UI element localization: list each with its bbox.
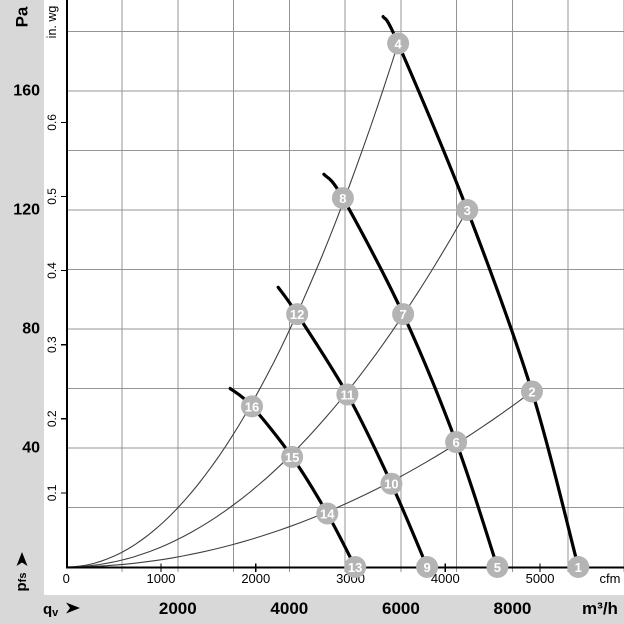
operating-point-number: 15: [285, 450, 299, 465]
pressure-unit-inwg-label: in. wg: [45, 6, 59, 39]
flow-unit-cfm-label: cfm: [600, 571, 621, 586]
inwg-tick-label: 0.4: [45, 262, 59, 279]
inwg-tick-label: 0.1: [45, 484, 59, 501]
operating-point-marker: [445, 431, 468, 454]
inwg-tick-label: 0.2: [45, 410, 59, 427]
operating-point-number: 16: [245, 399, 259, 414]
m3h-tick-label: 8000: [494, 599, 532, 618]
flow-arrow-icon: [66, 602, 80, 614]
cfm-tick-label: 0: [63, 571, 70, 586]
operating-point-marker: [331, 187, 354, 210]
operating-point-number: 14: [320, 506, 335, 521]
operating-point-number: 11: [340, 387, 354, 402]
pa-tick-label: 120: [13, 202, 40, 219]
chart-panel-background: [44, 0, 624, 595]
operating-point-marker: [486, 556, 509, 578]
pa-tick-label: 40: [22, 440, 40, 457]
svg-text:qv: qv: [43, 601, 59, 619]
operating-point-marker: [416, 556, 439, 578]
pressure-unit-pa-label: Pa: [13, 6, 32, 27]
operating-point-marker: [520, 380, 543, 403]
operating-point-number: 1: [575, 560, 582, 575]
operating-point-number: 4: [394, 36, 402, 51]
cfm-tick-label: 4000: [431, 571, 460, 586]
operating-point-marker: [336, 383, 359, 406]
cfm-tick-label: 5000: [526, 571, 555, 586]
operating-point-marker: [240, 395, 263, 418]
operating-point-number: 13: [348, 560, 362, 575]
operating-point-marker: [344, 556, 367, 578]
pa-tick-label: 160: [13, 83, 40, 100]
operating-point-marker: [567, 556, 590, 578]
m3h-tick-label: 4000: [270, 599, 308, 618]
pressure-axis-symbol: pfs: [13, 552, 30, 591]
cfm-tick-label: 1000: [147, 571, 176, 586]
operating-point-number: 12: [290, 307, 304, 322]
operating-point-number: 10: [384, 477, 398, 492]
pressure-arrow-icon: [16, 552, 28, 566]
operating-point-marker: [316, 502, 339, 525]
operating-point-marker: [286, 303, 309, 326]
inwg-tick-label: 0.6: [45, 114, 59, 131]
m3h-tick-label: 6000: [382, 599, 420, 618]
operating-point-number: 2: [528, 384, 535, 399]
operating-point-marker: [281, 445, 304, 468]
inwg-tick-label: 0.3: [45, 336, 59, 353]
operating-point-number: 7: [400, 307, 407, 322]
operating-point-marker: [387, 32, 410, 55]
svg-text:pfs: pfs: [13, 573, 30, 592]
operating-point-number: 3: [464, 203, 471, 218]
m3h-tick-label: 2000: [159, 599, 197, 618]
cfm-tick-label: 2000: [241, 571, 270, 586]
operating-point-marker: [456, 199, 479, 221]
inwg-tick-label: 0.5: [45, 188, 59, 205]
operating-point-number: 9: [423, 560, 430, 575]
operating-point-number: 8: [339, 191, 346, 206]
flow-axis-symbol: qv: [43, 601, 80, 619]
operating-point-marker: [392, 303, 415, 326]
operating-point-marker: [380, 472, 403, 495]
operating-point-number: 6: [453, 435, 460, 450]
flow-unit-m3h-label: m³/h: [582, 599, 618, 618]
operating-point-number: 5: [494, 560, 501, 575]
pa-tick-label: 80: [22, 321, 40, 338]
